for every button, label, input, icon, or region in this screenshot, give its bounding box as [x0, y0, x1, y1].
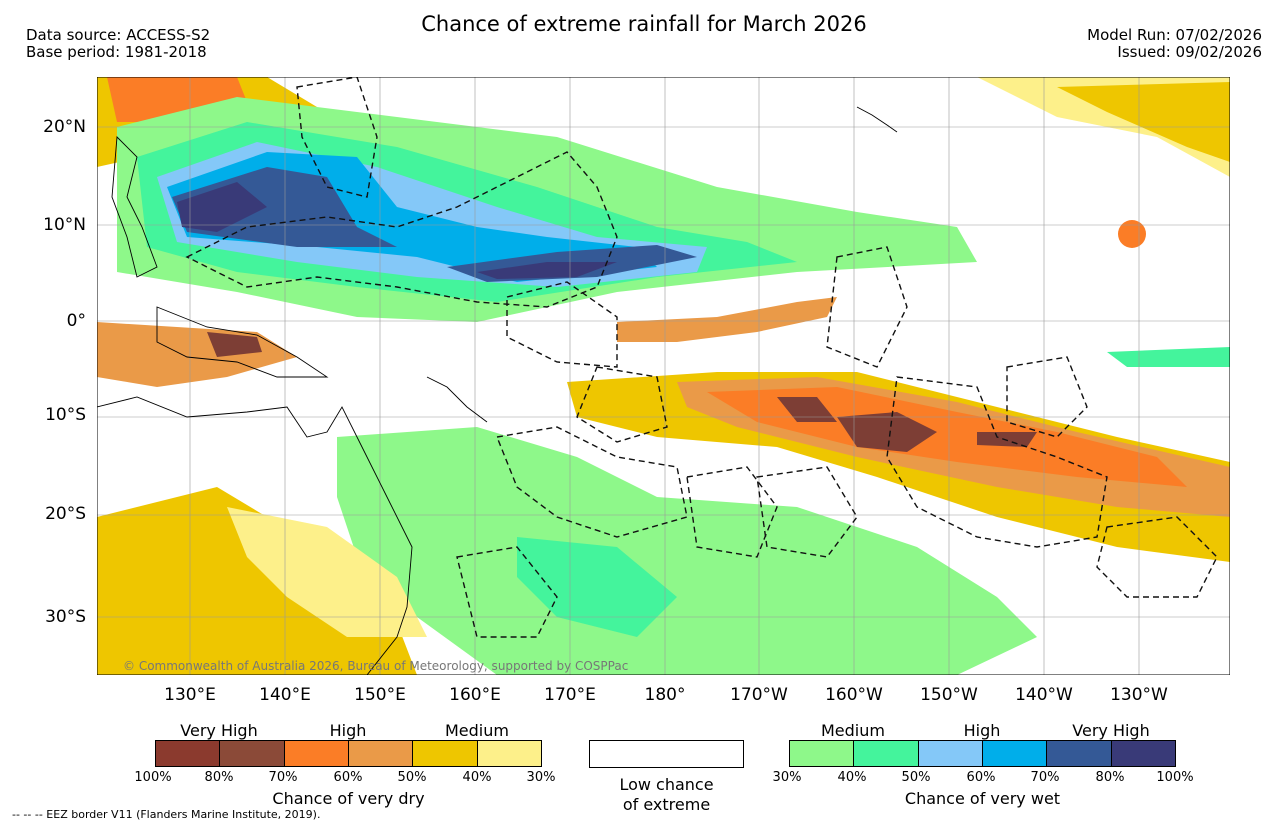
wet-colorbar	[789, 740, 1176, 767]
eez-footnote: -- -- -- EEZ border V11 (Flanders Marine…	[12, 808, 321, 821]
dry-tick-60: 60%	[333, 770, 363, 785]
low-chance-line1: Low chance	[619, 775, 714, 794]
lon-label-150w: 150°W	[920, 685, 978, 705]
dry-band-80b	[837, 412, 937, 452]
dry-tick-40: 40%	[462, 770, 492, 785]
wet-tick-30: 30%	[772, 770, 802, 785]
wet-swatch-60-70	[982, 741, 1048, 766]
eez-pitcairn	[1096, 516, 1218, 598]
lon-label-160w: 160°W	[825, 685, 883, 705]
wet-tick-70: 70%	[1030, 770, 1060, 785]
wet-south-40	[517, 537, 677, 637]
model-run-block: Model Run: 07/02/2026 Issued: 09/02/2026	[1087, 27, 1262, 61]
eez-nz-north	[456, 546, 558, 638]
wet-header-high: High	[963, 721, 1001, 740]
wet-band-80	[177, 182, 267, 232]
map-title: Chance of extreme rainfall for March 202…	[421, 12, 867, 36]
dry-header-high: High	[329, 721, 367, 740]
wet-south	[337, 427, 1037, 675]
dry-australia-light	[227, 507, 427, 637]
wet-tick-50: 50%	[901, 770, 931, 785]
copyright-notice: © Commonwealth of Australia 2026, Bureau…	[123, 659, 629, 673]
dry-swatch-60-50	[348, 741, 414, 766]
philippines-coast	[111, 135, 158, 278]
low-chance-caption: Low chance of extreme	[589, 775, 744, 815]
australia-coast	[97, 396, 413, 675]
wet-header-medium: Medium	[821, 721, 885, 740]
dry-header-medium: Medium	[445, 721, 509, 740]
lon-label-140e: 140°E	[259, 685, 311, 705]
dry-swatch-80-70	[220, 741, 285, 766]
dry-tick-30: 30%	[526, 770, 556, 785]
wet-swatch-80-100	[1111, 741, 1175, 766]
lon-label-170e: 170°E	[544, 685, 596, 705]
dry-legend-caption: Chance of very dry	[272, 789, 425, 808]
wet-tick-40: 40%	[837, 770, 867, 785]
dry-colorbar	[155, 740, 542, 767]
eez-guam	[296, 77, 378, 198]
lon-label-140w: 140°W	[1015, 685, 1073, 705]
lat-label-10s: 10°S	[45, 405, 86, 425]
model-run: Model Run: 07/02/2026	[1087, 26, 1262, 44]
eez-tonga	[686, 466, 778, 558]
data-source-block: Data source: ACCESS-S2 Base period: 1981…	[26, 27, 210, 61]
lon-label-170w: 170°W	[730, 685, 788, 705]
wet-band-80b	[477, 262, 617, 279]
issued-date: Issued: 09/02/2026	[1117, 43, 1262, 61]
lon-label-180: 180°	[644, 685, 686, 705]
lon-label-130w: 130°W	[1110, 685, 1168, 705]
dry-tick-100: 100%	[134, 770, 172, 785]
dry-swatch-70-60	[284, 741, 349, 766]
low-chance-swatch	[589, 740, 744, 768]
lat-label-eq: 0°	[66, 311, 86, 331]
dry-header-very-high: Very High	[180, 721, 258, 740]
lon-label-160e: 160°E	[449, 685, 501, 705]
eez-fsm	[185, 151, 618, 308]
lat-label-30s: 30°S	[45, 607, 86, 627]
wet-swatch-70-80	[1047, 741, 1112, 766]
wet-tick-60: 60%	[966, 770, 996, 785]
lon-label-130e: 130°E	[164, 685, 216, 705]
rainfall-map	[97, 77, 1230, 675]
data-source: Data source: ACCESS-S2	[26, 26, 211, 44]
eez-kiribati-line	[826, 246, 908, 368]
dry-streak-equator	[617, 297, 837, 342]
wet-tick-80: 80%	[1095, 770, 1125, 785]
eez-nauru-kiribati	[506, 281, 618, 368]
dry-swatch-50-40	[413, 741, 478, 766]
dry-tick-80: 80%	[204, 770, 234, 785]
eez-french-polynesia	[886, 376, 1108, 548]
dry-region-ne-core	[1057, 82, 1230, 162]
dry-spot-hawaii-se	[1118, 220, 1146, 248]
dry-swatch-100-80	[156, 741, 221, 766]
eez-tuvalu	[576, 366, 668, 443]
wet-tick-100: 100%	[1156, 770, 1194, 785]
dry-swatch-40-30	[477, 741, 541, 766]
base-period: Base period: 1981-2018	[26, 43, 207, 61]
wet-swatch-40-50	[854, 741, 919, 766]
dry-tick-70: 70%	[268, 770, 298, 785]
eez-cook	[756, 466, 858, 558]
wet-legend-caption: Chance of very wet	[904, 789, 1061, 808]
dry-band-80	[777, 397, 837, 422]
dry-new-guinea-core	[207, 332, 262, 357]
solomon-islands	[426, 376, 488, 423]
low-chance-line2: of extreme	[622, 795, 711, 814]
dry-tick-50: 50%	[397, 770, 427, 785]
lon-label-150e: 150°E	[354, 685, 406, 705]
lat-label-20n: 20°N	[43, 117, 86, 137]
wet-swatch-30-40	[790, 741, 855, 766]
eez-marquesas	[1006, 356, 1088, 438]
wet-header-very-high: Very High	[1072, 721, 1150, 740]
hawaii-islands	[856, 106, 898, 133]
eez-vanuatu-fiji	[496, 426, 688, 538]
wet-east-patch	[1107, 347, 1230, 367]
lat-label-20s: 20°S	[45, 504, 86, 524]
dry-band-80c	[977, 432, 1037, 447]
lat-label-10n: 10°N	[43, 215, 86, 235]
new-guinea-coast	[156, 306, 329, 378]
wet-swatch-50-60	[918, 741, 983, 766]
